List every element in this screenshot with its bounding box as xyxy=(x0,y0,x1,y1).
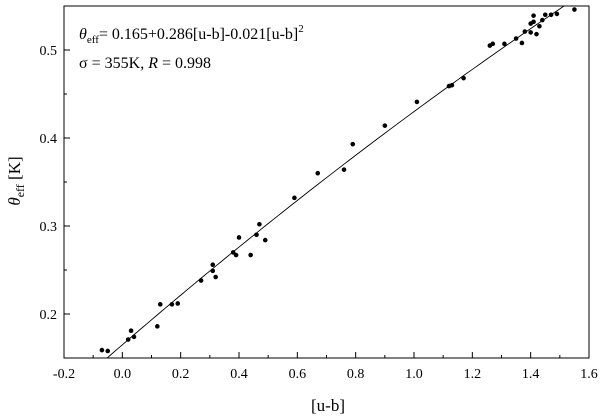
data-point xyxy=(350,141,356,147)
axes: -0.2 0.0 0.2 0.4 0.6 0.8 1.0 1.2 1.4 1.6 0.2 0.3 0.4… xyxy=(40,5,598,382)
data-point xyxy=(131,334,137,340)
data-point xyxy=(414,99,420,105)
data-point xyxy=(502,41,507,47)
x-tick-label: 1.6 xyxy=(580,367,598,382)
fit-equation: θeff= 0.165+0.286[u-b]-0.021[u-b]2 xyxy=(79,23,304,46)
y-axis-subscript: eff xyxy=(13,184,27,197)
data-point xyxy=(105,348,111,354)
data-point xyxy=(262,237,268,243)
x-tick-label: 1.2 xyxy=(464,367,482,382)
data-point xyxy=(540,17,545,23)
data-point xyxy=(341,167,347,172)
data-point xyxy=(254,232,259,238)
data-point xyxy=(315,170,321,176)
x-tick-label: 0.0 xyxy=(114,367,132,382)
equation-theta: θ xyxy=(79,26,87,43)
data-point xyxy=(257,221,262,227)
data-point xyxy=(461,75,466,81)
y-axis-title: θeff [K] xyxy=(5,156,27,205)
data-point xyxy=(554,11,560,17)
data-point xyxy=(169,302,175,307)
data-point xyxy=(157,302,163,307)
data-point xyxy=(213,274,218,280)
equation-theta-subscript: eff xyxy=(87,34,99,46)
x-tick-label: 0.6 xyxy=(289,367,307,382)
plot-area xyxy=(99,6,577,358)
y-tick-label: 0.2 xyxy=(40,308,58,323)
fit-r-symbol: R xyxy=(147,55,158,72)
y-axis-unit: [K] xyxy=(5,156,24,184)
data-point xyxy=(528,30,533,35)
data-point xyxy=(230,250,236,255)
data-point xyxy=(128,328,134,334)
data-point xyxy=(513,36,519,41)
data-point xyxy=(198,278,204,283)
plot-content xyxy=(99,6,577,358)
x-tick-label: 0.4 xyxy=(230,367,248,382)
data-point xyxy=(99,347,105,353)
data-point xyxy=(155,324,160,329)
y-tick-label: 0.3 xyxy=(40,220,58,235)
data-point xyxy=(292,195,297,201)
equation-body: = 0.165+0.286[u-b]-0.021[u-b] xyxy=(99,26,298,43)
data-point xyxy=(248,252,253,258)
data-point xyxy=(542,12,548,18)
data-point xyxy=(531,13,536,18)
data-point xyxy=(572,7,577,12)
x-axis-title: [u-b] xyxy=(311,396,345,415)
x-tick-label: 1.0 xyxy=(405,367,423,382)
y-tick-label: 0.5 xyxy=(40,44,58,59)
y-tick-label: 0.4 xyxy=(40,132,58,147)
data-point xyxy=(548,12,554,18)
data-point xyxy=(531,19,536,25)
data-point xyxy=(175,301,181,306)
x-tick-label: 0.2 xyxy=(172,367,190,382)
data-point xyxy=(522,29,528,34)
y-axis-theta: θ xyxy=(5,197,24,205)
fit-r-value: = 0.998 xyxy=(158,55,211,72)
data-point xyxy=(490,41,496,47)
data-point xyxy=(236,235,242,240)
fit-sigma: σ = 355K, xyxy=(79,55,148,72)
fit-statistics: σ = 355K, R = 0.998 xyxy=(79,55,211,72)
equation-superscript: 2 xyxy=(298,23,304,35)
data-point xyxy=(125,337,131,342)
data-point xyxy=(382,123,388,128)
data-point xyxy=(210,262,216,268)
data-point xyxy=(449,82,455,88)
data-point xyxy=(233,252,239,258)
x-tick-label: -0.2 xyxy=(53,367,75,382)
data-point xyxy=(537,23,542,29)
fit-line xyxy=(106,6,565,358)
x-tick-label: 1.4 xyxy=(522,367,540,382)
data-point xyxy=(534,31,539,37)
data-point xyxy=(519,40,525,46)
x-tick-label: 0.8 xyxy=(347,367,365,382)
data-point xyxy=(210,268,216,274)
